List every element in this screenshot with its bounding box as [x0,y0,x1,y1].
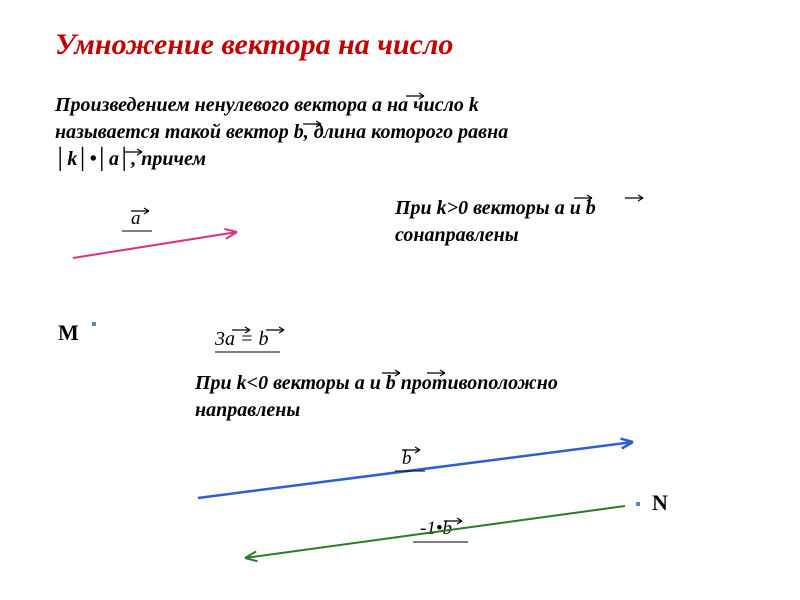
vector-diagram [0,0,800,600]
label-a: a [131,208,141,230]
condition-positive: При k>0 векторы a и b сонаправлены [395,195,596,249]
condition-positive-line1: При k>0 векторы a и b [395,195,596,222]
label-minus1b: -1•b [420,518,452,540]
label-b: b [402,448,412,470]
condition-negative: При k<0 векторы a и b противоположно нап… [195,370,558,424]
label-M: M [58,320,79,346]
definition-line3: │k│•│a│, причем [55,146,508,173]
condition-negative-line1: При k<0 векторы a и b противоположно [195,370,558,397]
label-N: N [652,490,668,516]
definition-line2: называется такой вектор b, длина которог… [55,119,508,146]
slide-title: Умножение вектора на число [55,28,453,62]
definition-paragraph: Произведением ненулевого вектора a на чи… [55,92,508,173]
condition-negative-line2: направлены [195,397,558,424]
definition-line1: Произведением ненулевого вектора a на чи… [55,92,508,119]
condition-positive-line2: сонаправлены [395,222,596,249]
equation-3a-eq-b: 3a = b [215,328,269,351]
